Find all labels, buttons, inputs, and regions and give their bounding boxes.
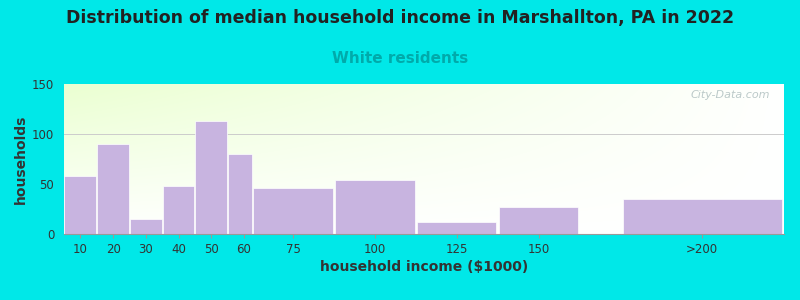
Bar [65,176,96,234]
Bar [499,207,578,234]
Text: Distribution of median household income in Marshallton, PA in 2022: Distribution of median household income … [66,9,734,27]
Bar [417,222,497,234]
Y-axis label: households: households [14,114,28,204]
X-axis label: household income ($1000): household income ($1000) [320,260,528,274]
Bar [98,144,129,234]
Bar [195,121,227,234]
Text: White residents: White residents [332,51,468,66]
Bar [130,219,162,234]
Bar [228,154,252,234]
Bar [623,199,782,234]
Bar [254,188,333,234]
Bar [335,180,414,234]
Text: City-Data.com: City-Data.com [690,90,770,100]
Bar [162,186,194,234]
